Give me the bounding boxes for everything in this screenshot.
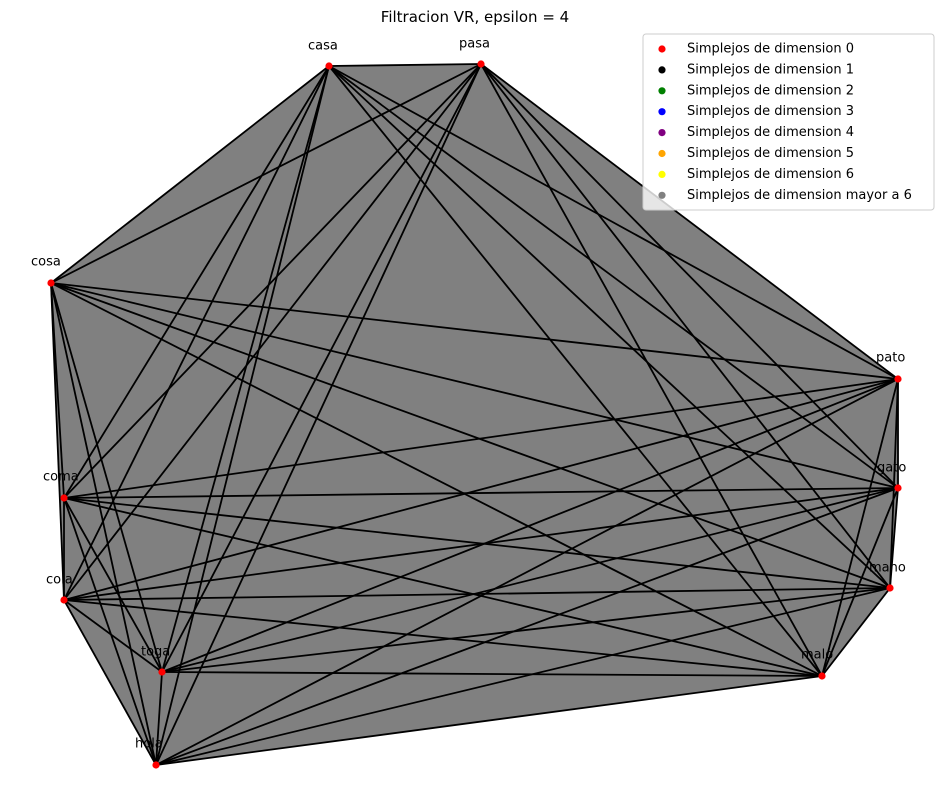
vertex-label-casa: casa: [308, 39, 338, 54]
node-label-layer: casa pasa cosa pato gato coma cola mano toga malo…: [31, 37, 906, 752]
legend-marker-4: [658, 129, 666, 137]
edge-casa-coma: [63, 65, 330, 499]
legend-label-2: Simplejos de dimension 2: [687, 83, 854, 98]
edge-pasa-mano: [480, 63, 891, 589]
edge-casa-cosa: [50, 65, 330, 284]
legend-marker-2: [658, 87, 666, 95]
vertex-cola: [60, 596, 68, 604]
vertex-cosa: [47, 279, 55, 287]
edge-mano-toga: [161, 587, 891, 673]
edge-casa-malo: [328, 65, 823, 677]
edge-cosa-mano: [50, 282, 891, 589]
vertex-gato: [894, 484, 902, 492]
edge-pasa-coma: [63, 63, 482, 499]
edge-coma-mano: [63, 497, 891, 589]
edge-pato-mano: [889, 378, 899, 589]
vertex-mano: [886, 584, 894, 592]
edge-toga-hola: [155, 671, 163, 766]
edge-cosa-cola: [50, 282, 65, 601]
edge-pato-cola: [63, 378, 899, 601]
legend-marker-0: [658, 45, 666, 53]
edge-mano-malo: [821, 587, 891, 677]
legend-marker-7: [658, 191, 666, 199]
edge-cola-malo: [63, 599, 823, 677]
edge-pasa-toga: [161, 63, 482, 673]
legend-marker-6: [658, 170, 666, 178]
edge-cosa-gato: [50, 282, 899, 489]
edge-casa-hola: [155, 65, 330, 766]
edge-pato-coma: [63, 378, 899, 499]
edge-pasa-pato: [480, 63, 899, 380]
vertex-pasa: [477, 60, 485, 68]
edge-toga-malo: [161, 671, 823, 677]
edge-casa-toga: [161, 65, 330, 673]
legend: Simplejos de dimension 0 Simplejos de dim…: [642, 33, 935, 211]
vertex-coma: [60, 494, 68, 502]
vertex-casa: [325, 62, 333, 70]
edge-pasa-hola: [155, 63, 482, 766]
edge-pasa-cola: [63, 63, 482, 601]
vertex-toga: [158, 668, 166, 676]
legend-marker-1: [658, 66, 666, 74]
edge-cola-toga: [63, 599, 163, 673]
vertex-label-gato: gato: [877, 461, 906, 476]
vertex-label-cosa: cosa: [31, 255, 61, 270]
edge-coma-malo: [63, 497, 823, 677]
legend-marker-5: [658, 149, 666, 158]
edge-mano-hola: [155, 587, 891, 766]
edge-pato-hola: [155, 378, 899, 766]
legend-label-4: Simplejos de dimension 4: [687, 125, 854, 140]
edge-gato-mano: [889, 487, 899, 589]
edge-coma-hola: [63, 497, 157, 766]
edge-layer: [50, 63, 899, 766]
edge-coma-toga: [63, 497, 163, 673]
legend-marker-3: [658, 108, 666, 116]
simplex-fill: [51, 64, 898, 765]
legend-label-6: Simplejos de dimension 6: [687, 167, 854, 182]
vertex-hola: [152, 761, 160, 769]
legend-label-0: Simplejos de dimension 0: [687, 42, 854, 57]
vertex-malo: [818, 672, 826, 680]
vertex-label-malo: malo: [801, 648, 833, 663]
legend-label-7: Simplejos de dimension mayor a 6: [687, 188, 912, 203]
edge-gato-malo: [821, 487, 899, 677]
edge-pato-malo: [821, 378, 899, 677]
edge-pato-toga: [161, 378, 899, 673]
edge-cosa-hola: [50, 282, 157, 766]
edge-cola-mano: [63, 587, 891, 601]
edge-malo-hola: [155, 675, 823, 766]
edge-casa-pasa: [328, 63, 482, 67]
edge-cola-hola: [63, 599, 157, 766]
vertex-label-pasa: pasa: [459, 37, 490, 52]
edge-gato-coma: [63, 487, 899, 499]
edge-cosa-pato: [50, 282, 899, 380]
vertex-label-toga: toga: [141, 645, 170, 660]
vertex-label-pato: pato: [876, 351, 905, 366]
legend-label-3: Simplejos de dimension 3: [687, 104, 854, 119]
edge-pasa-gato: [480, 63, 899, 489]
edge-pasa-cosa: [50, 63, 482, 284]
legend-label-5: Simplejos de dimension 5: [687, 146, 854, 161]
figure-title: Filtracion VR, epsilon = 4: [381, 8, 569, 26]
vertex-label-mano: mano: [869, 561, 906, 576]
vertex-pato: [894, 375, 902, 383]
edge-casa-cola: [63, 65, 330, 601]
edge-casa-pato: [328, 65, 899, 380]
node-layer: [47, 60, 902, 769]
vertex-label-coma: coma: [43, 470, 79, 485]
legend-box: [642, 33, 935, 211]
vertex-label-hola: hola: [135, 737, 163, 752]
edge-gato-hola: [155, 487, 899, 766]
simplex-fill-layer: [51, 64, 898, 765]
vertex-label-cola: cola: [46, 573, 73, 588]
edge-gato-toga: [161, 487, 899, 673]
legend-label-1: Simplejos de dimension 1: [687, 62, 854, 77]
